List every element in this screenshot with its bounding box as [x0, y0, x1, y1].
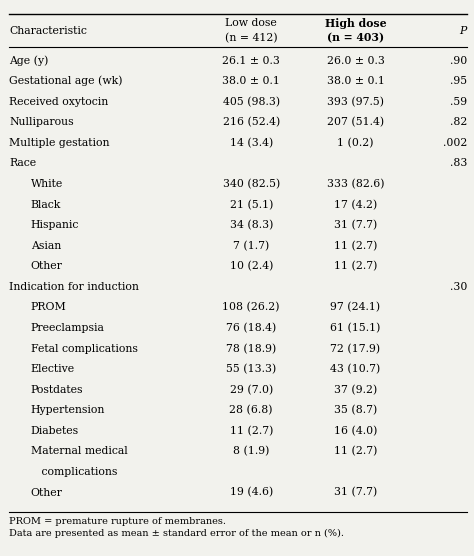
Text: 35 (8.7): 35 (8.7) [334, 405, 377, 415]
Text: 7 (1.7): 7 (1.7) [233, 241, 269, 251]
Text: 19 (4.6): 19 (4.6) [229, 488, 273, 498]
Text: 11 (2.7): 11 (2.7) [334, 261, 377, 271]
Text: Diabetes: Diabetes [31, 426, 79, 436]
Text: Black: Black [31, 200, 61, 210]
Text: Multiple gestation: Multiple gestation [9, 138, 110, 148]
Text: 31 (7.7): 31 (7.7) [334, 220, 377, 230]
Text: 11 (2.7): 11 (2.7) [334, 446, 377, 456]
Text: Elective: Elective [31, 364, 75, 374]
Text: White: White [31, 179, 63, 189]
Text: .95: .95 [450, 76, 467, 86]
Text: 1 (0.2): 1 (0.2) [337, 138, 374, 148]
Text: Received oxytocin: Received oxytocin [9, 97, 109, 107]
Text: 97 (24.1): 97 (24.1) [330, 302, 381, 312]
Text: 72 (17.9): 72 (17.9) [330, 344, 381, 354]
Text: Asian: Asian [31, 241, 61, 251]
Text: Maternal medical: Maternal medical [31, 446, 128, 456]
Text: Race: Race [9, 158, 36, 168]
Text: 207 (51.4): 207 (51.4) [327, 117, 384, 127]
Text: 8 (1.9): 8 (1.9) [233, 446, 269, 456]
Text: 11 (2.7): 11 (2.7) [334, 241, 377, 251]
Text: Low dose: Low dose [225, 18, 277, 28]
Text: Hispanic: Hispanic [31, 220, 79, 230]
Text: (n = 412): (n = 412) [225, 33, 278, 43]
Text: .90: .90 [450, 56, 467, 66]
Text: 17 (4.2): 17 (4.2) [334, 200, 377, 210]
Text: Postdates: Postdates [31, 385, 83, 395]
Text: 31 (7.7): 31 (7.7) [334, 488, 377, 498]
Text: .59: .59 [450, 97, 467, 107]
Text: 61 (15.1): 61 (15.1) [330, 323, 381, 333]
Text: 108 (26.2): 108 (26.2) [222, 302, 280, 312]
Text: Preeclampsia: Preeclampsia [31, 323, 105, 333]
Text: 78 (18.9): 78 (18.9) [226, 344, 276, 354]
Text: 37 (9.2): 37 (9.2) [334, 385, 377, 395]
Text: .30: .30 [449, 282, 467, 292]
Text: Other: Other [31, 261, 63, 271]
Text: 55 (13.3): 55 (13.3) [226, 364, 276, 374]
Text: 340 (82.5): 340 (82.5) [223, 179, 280, 189]
Text: 393 (97.5): 393 (97.5) [327, 97, 384, 107]
Text: 26.1 ± 0.3: 26.1 ± 0.3 [222, 56, 280, 66]
Text: .82: .82 [449, 117, 467, 127]
Text: PROM = premature rupture of membranes.: PROM = premature rupture of membranes. [9, 517, 227, 526]
Text: 28 (6.8): 28 (6.8) [229, 405, 273, 415]
Text: High dose: High dose [325, 18, 386, 29]
Text: Other: Other [31, 488, 63, 498]
Text: PROM: PROM [31, 302, 66, 312]
Text: .002: .002 [443, 138, 467, 148]
Text: 14 (3.4): 14 (3.4) [229, 138, 273, 148]
Text: 38.0 ± 0.1: 38.0 ± 0.1 [327, 76, 384, 86]
Text: 29 (7.0): 29 (7.0) [229, 385, 273, 395]
Text: 10 (2.4): 10 (2.4) [229, 261, 273, 271]
Text: complications: complications [31, 467, 117, 477]
Text: Hypertension: Hypertension [31, 405, 105, 415]
Text: Gestational age (wk): Gestational age (wk) [9, 76, 123, 87]
Text: 38.0 ± 0.1: 38.0 ± 0.1 [222, 76, 280, 86]
Text: (n = 403): (n = 403) [327, 32, 384, 43]
Text: 21 (5.1): 21 (5.1) [229, 200, 273, 210]
Text: 26.0 ± 0.3: 26.0 ± 0.3 [327, 56, 384, 66]
Text: 405 (98.3): 405 (98.3) [223, 97, 280, 107]
Text: 333 (82.6): 333 (82.6) [327, 179, 384, 189]
Text: Fetal complications: Fetal complications [31, 344, 137, 354]
Text: Characteristic: Characteristic [9, 26, 87, 36]
Text: Nulliparous: Nulliparous [9, 117, 74, 127]
Text: Age (y): Age (y) [9, 56, 49, 66]
Text: 34 (8.3): 34 (8.3) [229, 220, 273, 230]
Text: Data are presented as mean ± standard error of the mean or n (%).: Data are presented as mean ± standard er… [9, 529, 345, 538]
Text: 216 (52.4): 216 (52.4) [223, 117, 280, 127]
Text: Indication for induction: Indication for induction [9, 282, 139, 292]
Text: .83: .83 [449, 158, 467, 168]
Text: 11 (2.7): 11 (2.7) [229, 426, 273, 436]
Text: 43 (10.7): 43 (10.7) [330, 364, 381, 374]
Text: P: P [459, 26, 467, 36]
Text: 76 (18.4): 76 (18.4) [226, 323, 276, 333]
Text: 16 (4.0): 16 (4.0) [334, 426, 377, 436]
